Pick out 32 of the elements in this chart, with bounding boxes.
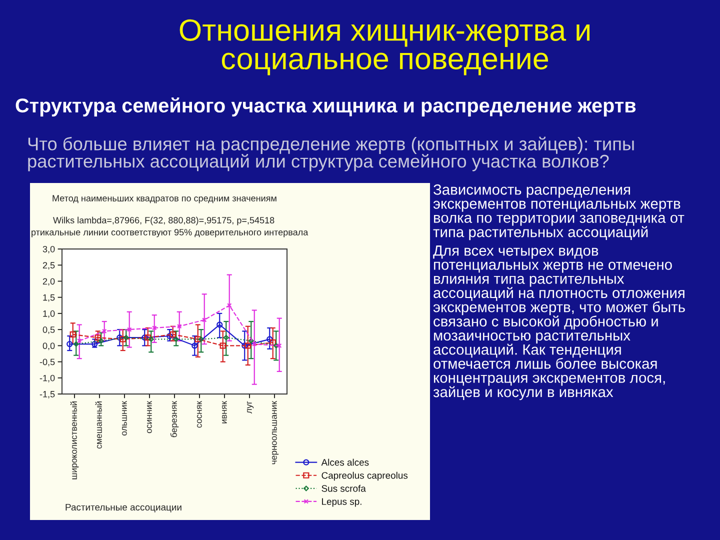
legend-label: Lepus sp. bbox=[322, 498, 362, 507]
y-tick-label: -1,0 bbox=[40, 374, 55, 382]
y-tick-label: 0,5 bbox=[42, 326, 55, 334]
x-tick-label: сосняк bbox=[197, 400, 202, 428]
x-tick-label: ольшник bbox=[122, 400, 127, 436]
text: Что больше влияет на распределение жертв (копытных и зайцев): типы растительных ассоциаций или структура семейного участка волков? bbox=[28, 136, 634, 172]
x-axis-title: Растительные ассоциации bbox=[66, 504, 182, 512]
x-tick-label: луг bbox=[247, 401, 254, 414]
text: Wilks lambda=,87966, F(32, 880,88)=,95175, p=,54518 bbox=[53, 216, 274, 226]
chart-subtitle: Структура семейного участка хищника и распределение жертв bbox=[16, 98, 636, 116]
x-tick-label: смешанный bbox=[95, 402, 102, 449]
y-tick-label: 1,0 bbox=[43, 310, 55, 318]
y-tick-label: 1,5 bbox=[43, 294, 55, 302]
text: ртикальные линии соответствуют 95% доверительного интервала bbox=[32, 229, 308, 238]
legend-label: Alces alces bbox=[321, 458, 369, 466]
legend-label: Sus scrofa bbox=[322, 484, 366, 492]
x-tick-label: широколиственный bbox=[70, 402, 79, 480]
y-tick-label: -1,5 bbox=[40, 391, 55, 398]
legend-label: Capreolus capreolus bbox=[322, 472, 408, 481]
x-tick-label: осинник bbox=[147, 400, 152, 434]
y-tick-label: 2,0 bbox=[42, 278, 55, 286]
x-tick-label: березняк bbox=[170, 400, 179, 438]
x-tick-label: ивняк bbox=[222, 400, 227, 424]
y-tick-label: 2,5 bbox=[42, 262, 55, 270]
text: Метод наименьших квадратов по средним значениям bbox=[52, 195, 276, 204]
y-tick-label: 0,0 bbox=[42, 342, 55, 350]
text: Зависимость распределения экскрементов потенциальных жертв волка по территории заповедника от типа растительных ассоциаций bbox=[433, 184, 684, 240]
y-tick-label: -0,5 bbox=[40, 358, 55, 366]
y-tick-label: 3,0 bbox=[42, 246, 55, 254]
x-tick-label: черноольшаник bbox=[272, 400, 279, 464]
text: Для всех четырех видов потенциальных жертв не отмечено влияния типа растительных ассоциаций на плотность отложения экскрементов жертв, что может быть связано с высокой дробностью и мозаичностью растительных ассоциаций. Как тенденция отмечается лишь более высокая концентрация экскрементов лося, зайцев и косули в ивняках bbox=[433, 246, 685, 400]
text: Отношения хищник-жертва и социальное поведение bbox=[180, 19, 590, 76]
